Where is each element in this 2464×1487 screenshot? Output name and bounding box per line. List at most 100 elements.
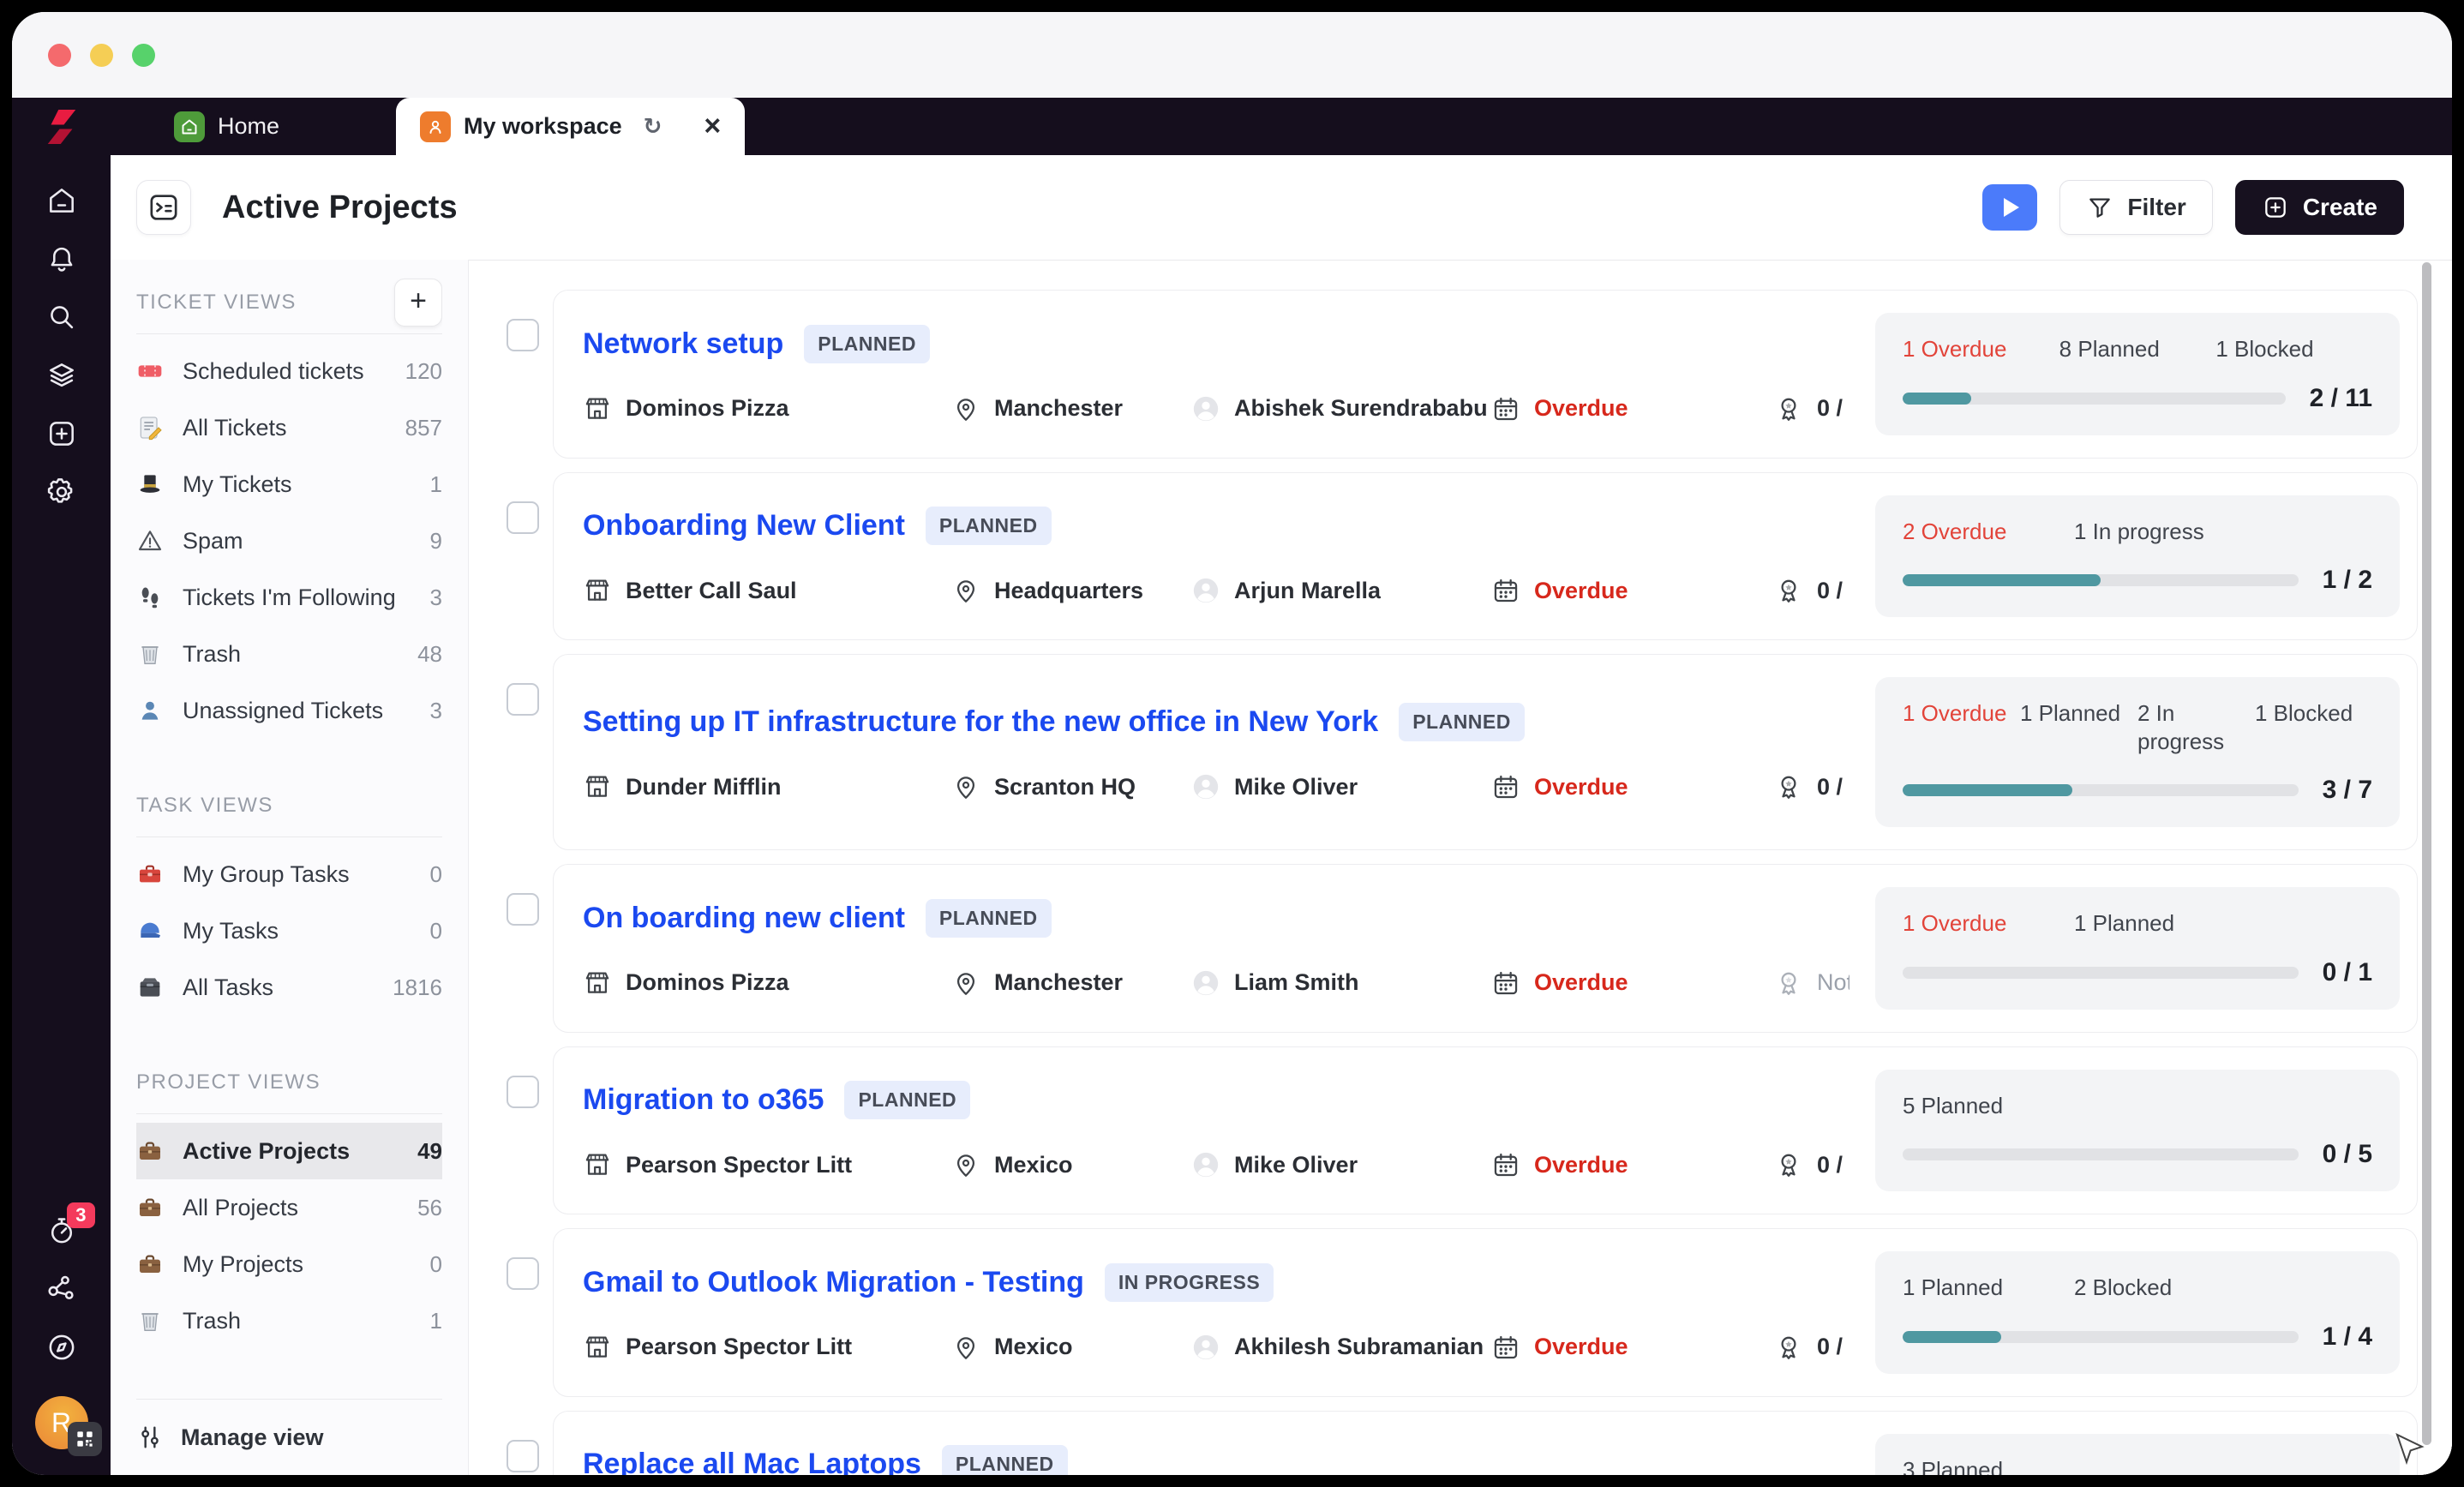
gear-icon[interactable]	[45, 476, 78, 508]
project-checkbox[interactable]	[507, 501, 539, 534]
status-badge: PLANNED	[925, 507, 1052, 546]
avatar-icon	[1191, 576, 1220, 605]
progress-bar-row: 1 / 2	[1903, 566, 2372, 595]
sidebar-item-trash[interactable]: Trash 48	[136, 626, 442, 682]
sidebar-item-count: 3	[429, 697, 442, 723]
sidebar-item-my-tasks[interactable]: My Tasks 0	[136, 902, 442, 959]
sidebar-item-count: 1816	[393, 974, 442, 1000]
home-icon[interactable]	[45, 184, 78, 217]
project-card-left: Replace all Mac LaptopsPLANNEDPearson Sp…	[583, 1445, 1849, 1475]
sidebar-item-trash[interactable]: Trash 1	[136, 1292, 442, 1349]
sidebar-item-all-tasks[interactable]: All Tasks 1816	[136, 959, 442, 1016]
project-checkbox[interactable]	[507, 683, 539, 716]
layers-icon[interactable]	[45, 359, 78, 392]
mouse-cursor	[2395, 1433, 2425, 1466]
pin-icon	[951, 1150, 980, 1179]
close-window-button[interactable]	[48, 43, 71, 67]
project-title-link[interactable]: Network setup	[583, 327, 784, 360]
project-title-link[interactable]: Migration to o365	[583, 1083, 824, 1117]
due-status-value: Overdue	[1534, 773, 1628, 800]
plus-square-icon[interactable]	[45, 417, 78, 450]
filter-button-label: Filter	[2127, 194, 2186, 220]
project-checkbox[interactable]	[507, 893, 539, 926]
tab-workspace-label: My workspace	[464, 113, 622, 139]
status-badge: IN PROGRESS	[1104, 1262, 1274, 1302]
milestone-progress-value: 0 / 2	[1817, 1334, 1849, 1360]
sidebar-item-label: My Tickets	[183, 471, 292, 497]
search-icon[interactable]	[45, 301, 78, 333]
collapse-sidebar-button[interactable]	[136, 180, 191, 235]
add-view-button[interactable]: +	[394, 279, 442, 327]
project-card: Gmail to Outlook Migration - Testing IN P…	[553, 1228, 2418, 1397]
project-title-link[interactable]: On boarding new client	[583, 901, 905, 934]
ribbon-icon	[1774, 772, 1803, 801]
status-badge: PLANNED	[1399, 703, 1525, 741]
minimize-window-button[interactable]	[90, 43, 113, 67]
cap-icon	[136, 917, 164, 944]
sidebar-item-my-projects[interactable]: My Projects 0	[136, 1236, 442, 1292]
sidebar-item-label: My Projects	[183, 1250, 304, 1277]
create-button[interactable]: Create	[2234, 180, 2404, 235]
funnel-icon	[2089, 198, 2111, 218]
stopwatch-icon[interactable]: 3	[45, 1202, 95, 1247]
close-tab-icon[interactable]: ×	[704, 110, 722, 142]
site-name-value: Manchester	[994, 395, 1124, 422]
sidebar-item-label: Trash	[183, 1307, 242, 1334]
technician-name-value: Liam Smith	[1234, 969, 1359, 996]
refresh-icon[interactable]: ↻	[643, 113, 662, 139]
sidebar-item-label: All Tickets	[183, 414, 287, 441]
project-title-link[interactable]: Setting up IT infrastructure for the new…	[583, 705, 1379, 738]
filter-button[interactable]: Filter	[2059, 180, 2213, 235]
sidebar-item-scheduled-tickets[interactable]: Scheduled tickets 120	[136, 343, 442, 399]
sidebar-item-label: Tickets I'm Following	[183, 584, 396, 610]
progress-bar-row: 0 / 5	[1903, 1140, 2372, 1169]
milestone-progress-value: 0 / 2	[1817, 773, 1849, 800]
sidebar-item-tickets-i-m-following[interactable]: Tickets I'm Following 3	[136, 569, 442, 626]
bell-icon[interactable]	[45, 243, 78, 275]
superops-logo[interactable]	[12, 98, 111, 155]
calendar-icon	[1491, 772, 1520, 801]
video-tutorial-button[interactable]	[1982, 184, 2038, 231]
zoom-window-button[interactable]	[132, 43, 155, 67]
project-checkbox[interactable]	[507, 1439, 539, 1472]
sidebar-item-spam[interactable]: Spam 9	[136, 513, 442, 569]
ticket-icon	[136, 357, 164, 385]
sidebar-item-count: 9	[429, 527, 442, 554]
footprints-icon	[136, 584, 164, 611]
sidebar-item-all-tickets[interactable]: All Tickets 857	[136, 399, 442, 456]
sidebar-item-count: 120	[405, 357, 442, 384]
shop-icon	[583, 394, 612, 423]
section-divider	[136, 333, 442, 334]
project-checkbox[interactable]	[507, 319, 539, 351]
calendar-icon	[1491, 1150, 1520, 1179]
technician-name: Arjun Marella	[1191, 576, 1491, 605]
user-avatar[interactable]: R	[34, 1396, 102, 1456]
vertical-scrollbar[interactable]	[2422, 262, 2431, 1445]
compass-icon[interactable]	[45, 1331, 78, 1364]
project-title-link[interactable]: Gmail to Outlook Migration - Testing	[583, 1265, 1084, 1298]
tab-home[interactable]: Home	[152, 98, 302, 155]
share-icon[interactable]	[45, 1273, 78, 1305]
sidebar-item-my-group-tasks[interactable]: My Group Tasks 0	[136, 846, 442, 902]
project-card-left: Network setup PLANNED Dominos Pizza Manches…	[583, 324, 1849, 423]
project-checkbox[interactable]	[507, 1257, 539, 1290]
project-meta-row: Pearson Spector Litt Mexico Mike Oliver Ove…	[583, 1150, 1849, 1179]
project-title-row: On boarding new client PLANNED	[583, 898, 1849, 938]
sidebar-item-all-projects[interactable]: All Projects 56	[136, 1179, 442, 1236]
tab-my-workspace[interactable]: My workspace ↻ ×	[396, 98, 746, 155]
due-status-value: Overdue	[1534, 395, 1628, 422]
manage-view-button[interactable]: Manage view	[136, 1399, 442, 1475]
project-title-link[interactable]: Onboarding New Client	[583, 509, 905, 543]
task-status-counts: 1 Overdue 8 Planned 1 Blocked	[1903, 335, 2372, 363]
client-name-value: Dominos Pizza	[626, 969, 789, 996]
page-title: Active Projects	[222, 189, 458, 225]
project-card: Migration to o365 PLANNED Pearson Spector …	[553, 1046, 2418, 1214]
sidebar-item-unassigned-tickets[interactable]: Unassigned Tickets 3	[136, 682, 442, 739]
project-checkbox[interactable]	[507, 1075, 539, 1108]
sidebar-item-my-tickets[interactable]: My Tickets 1	[136, 456, 442, 513]
project-title-row: Gmail to Outlook Migration - Testing IN P…	[583, 1262, 1849, 1302]
sidebar-item-active-projects[interactable]: Active Projects 49	[136, 1123, 442, 1179]
site-name: Manchester	[951, 394, 1191, 423]
project-title-link[interactable]: Replace all Mac Laptops	[583, 1448, 921, 1475]
